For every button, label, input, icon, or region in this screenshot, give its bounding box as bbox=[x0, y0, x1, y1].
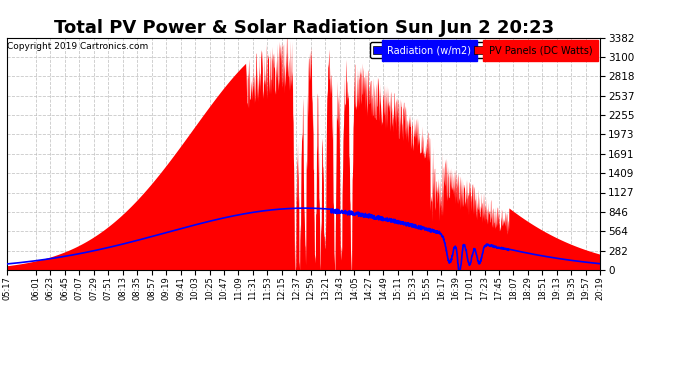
Text: Copyright 2019 Cartronics.com: Copyright 2019 Cartronics.com bbox=[8, 42, 149, 51]
Title: Total PV Power & Solar Radiation Sun Jun 2 20:23: Total PV Power & Solar Radiation Sun Jun… bbox=[54, 20, 553, 38]
Legend: Radiation (w/m2), PV Panels (DC Watts): Radiation (w/m2), PV Panels (DC Watts) bbox=[370, 42, 595, 58]
